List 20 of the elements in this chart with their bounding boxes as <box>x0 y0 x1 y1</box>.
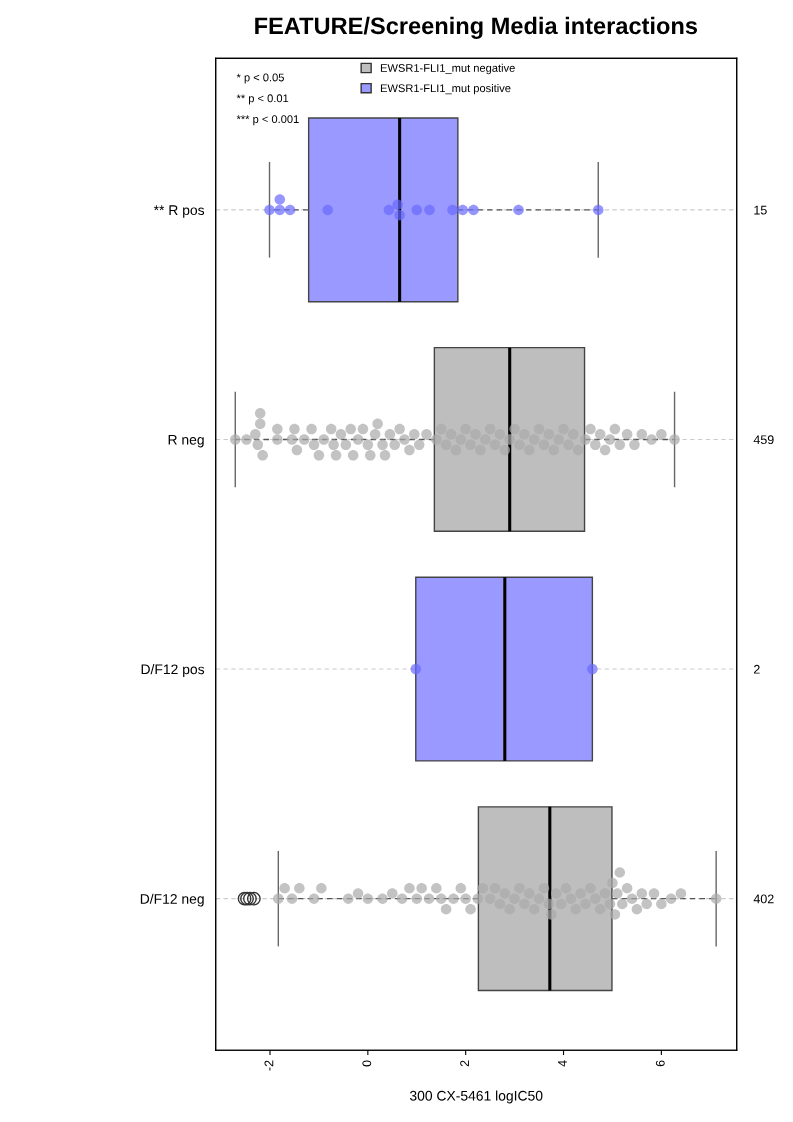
y2-tick-label: 15 <box>754 205 767 215</box>
x-tick-label: 2 <box>460 1060 469 1067</box>
x-axis-title: 300 CX-5461 logIC50 <box>409 1090 543 1104</box>
annotation: ** p < 0.01 <box>236 94 289 105</box>
legend-label: EWSR1-FLI1_mut positive <box>380 83 511 95</box>
y2-tick-label: 2 <box>753 664 760 674</box>
y-tick-label: R neg <box>168 434 204 448</box>
y-tick-label: D/F12 pos <box>141 664 205 677</box>
chart-title: FEATURE/Screening Media interactions <box>255 16 698 39</box>
y-tick-label: ** R pos <box>153 205 205 218</box>
x-tick-label: 4 <box>558 1060 567 1067</box>
y2-tick-label: 459 <box>753 435 774 445</box>
y-tick-label: D/F12 neg <box>140 893 204 907</box>
x-tick-label: -2 <box>264 1060 274 1071</box>
x-tick-label: 6 <box>655 1060 665 1067</box>
legend-label: EWSR1-FLI1_mut negative <box>380 63 515 75</box>
annotation: * p < 0.05 <box>236 73 284 84</box>
y2-tick-label: 402 <box>753 894 774 904</box>
annotation: *** p < 0.001 <box>236 115 299 126</box>
x-tick-label: 0 <box>362 1060 372 1067</box>
